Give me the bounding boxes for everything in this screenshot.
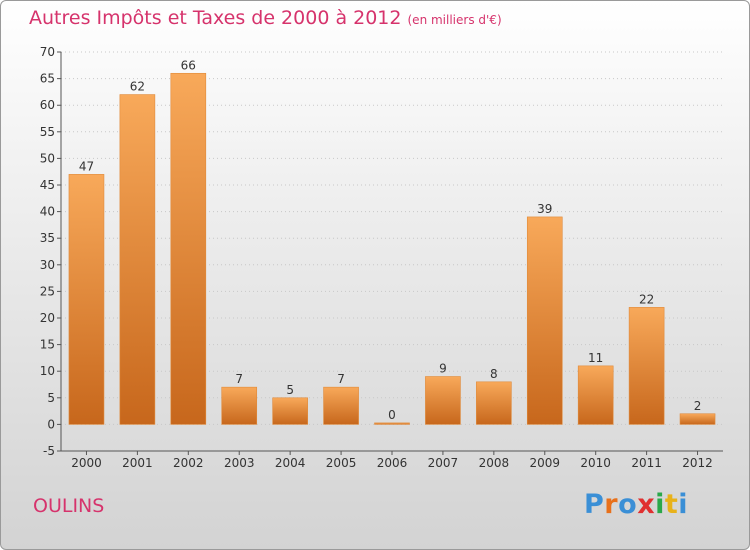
y-tick-label: -5 [43, 444, 55, 458]
x-tick-label: 2007 [428, 456, 459, 470]
x-tick-label: 2010 [580, 456, 611, 470]
commune-name: OULINS [33, 495, 105, 517]
brand-logo: Proxiti [584, 489, 688, 520]
data-label: 39 [537, 202, 552, 216]
x-tick-label: 2000 [71, 456, 102, 470]
y-tick-label: 0 [47, 417, 55, 431]
y-tick-label: 30 [40, 258, 55, 272]
x-tick-label: 2004 [275, 456, 306, 470]
y-tick-label: 45 [40, 178, 55, 192]
brand-letter: i [678, 489, 689, 520]
chart-title: Autres Impôts et Taxes de 2000 à 2012 (en… [29, 7, 502, 29]
y-tick-label: 25 [40, 284, 55, 298]
brand-letter: o [618, 489, 638, 520]
data-label: 47 [79, 159, 94, 173]
x-tick-label: 2012 [682, 456, 713, 470]
y-tick-label: 40 [40, 205, 55, 219]
brand-letter: x [637, 489, 656, 520]
y-tick-label: 55 [40, 125, 55, 139]
data-label: 7 [235, 372, 243, 386]
data-label: 9 [439, 362, 447, 376]
bar [68, 174, 105, 425]
x-tick-label: 2005 [326, 456, 357, 470]
x-tick-label: 2011 [631, 456, 662, 470]
bar [272, 397, 308, 425]
x-tick-label: 2006 [377, 456, 408, 470]
unit-note: (en milliers d'€) [407, 13, 502, 27]
y-tick-label: 50 [40, 151, 55, 165]
data-label: 5 [286, 383, 294, 397]
data-label: 8 [490, 367, 498, 381]
data-label: 66 [181, 58, 196, 72]
bar [425, 376, 461, 425]
y-tick-label: 60 [40, 98, 55, 112]
bar [526, 216, 563, 425]
y-tick-label: 65 [40, 72, 55, 86]
brand-letter: i [655, 489, 665, 520]
bar [119, 94, 156, 425]
bar [476, 381, 512, 425]
bar [577, 365, 614, 425]
x-tick-label: 2001 [122, 456, 153, 470]
bar [374, 422, 410, 425]
data-label: 22 [639, 292, 654, 306]
x-tick-label: 2003 [224, 456, 255, 470]
x-tick-label: 2002 [173, 456, 204, 470]
bar [221, 386, 258, 425]
y-tick-label: 35 [40, 231, 55, 245]
brand-letter: P [584, 489, 605, 520]
brand-letter: r [604, 489, 619, 520]
title-text: Autres Impôts et Taxes de 2000 à 2012 [29, 7, 402, 29]
brand-letter: t [664, 489, 679, 520]
bar [323, 386, 359, 425]
data-label: 0 [388, 408, 396, 422]
data-label: 62 [130, 80, 145, 94]
x-tick-label: 2009 [529, 456, 560, 470]
x-tick-label: 2008 [479, 456, 510, 470]
bar [679, 413, 716, 425]
y-tick-label: 5 [47, 391, 55, 405]
y-tick-label: 20 [40, 311, 55, 325]
y-tick-label: 10 [40, 364, 55, 378]
y-tick-label: 15 [40, 338, 55, 352]
y-tick-label: 70 [40, 45, 55, 59]
bar [628, 307, 665, 425]
bar [170, 72, 207, 425]
data-label: 2 [694, 399, 702, 413]
data-label: 11 [588, 351, 603, 365]
data-label: 7 [337, 372, 345, 386]
